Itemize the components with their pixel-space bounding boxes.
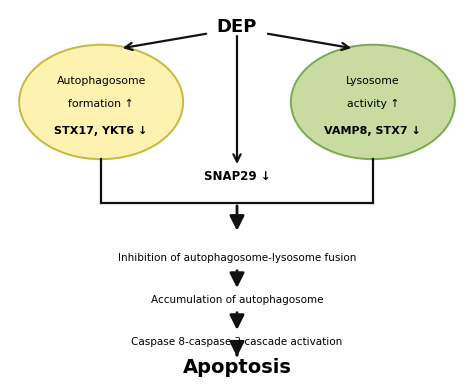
Text: Caspase 8-caspase 3 cascade activation: Caspase 8-caspase 3 cascade activation [131,337,343,347]
Text: STX17, YKT6 ↓: STX17, YKT6 ↓ [55,125,148,135]
Text: Autophagosome: Autophagosome [56,76,146,86]
Text: Accumulation of autophagosome: Accumulation of autophagosome [151,295,323,305]
Text: DEP: DEP [217,18,257,36]
Ellipse shape [291,45,455,159]
Text: Lysosome: Lysosome [346,76,400,86]
Text: Apoptosis: Apoptosis [182,358,292,377]
Text: VAMP8, STX7 ↓: VAMP8, STX7 ↓ [324,125,421,135]
Text: formation ↑: formation ↑ [68,99,134,109]
Text: Inhibition of autophagosome-lysosome fusion: Inhibition of autophagosome-lysosome fus… [118,253,356,263]
Ellipse shape [19,45,183,159]
Text: activity ↑: activity ↑ [346,99,399,109]
Text: SNAP29 ↓: SNAP29 ↓ [204,170,270,183]
